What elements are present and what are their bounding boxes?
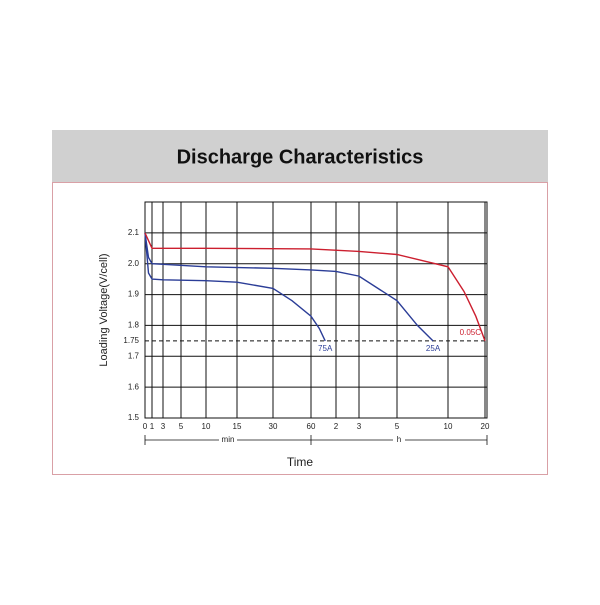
chart-frame xyxy=(52,182,548,475)
y-tick-label: 1.8 xyxy=(128,321,140,330)
x-tick-label: 10 xyxy=(444,422,453,431)
series-label: 75A xyxy=(318,344,333,353)
y-axis-label: Loading Voltage(V/cell) xyxy=(98,253,110,366)
unit-label: h xyxy=(397,435,401,444)
x-tick-label: 30 xyxy=(269,422,278,431)
unit-label: min xyxy=(222,435,235,444)
series-label: 0.05C xyxy=(460,328,482,337)
unit-bg xyxy=(219,435,237,445)
y-tick-label: 2.1 xyxy=(128,228,140,237)
y-tick-label: 2.0 xyxy=(128,259,140,268)
y-tick-label: 1.6 xyxy=(128,382,140,391)
series-label: 25A xyxy=(426,344,441,353)
x-tick-label: 10 xyxy=(202,422,211,431)
unit-bg xyxy=(393,435,405,445)
x-tick-label: 5 xyxy=(395,422,400,431)
y-tick-label: 1.75 xyxy=(123,336,139,345)
series-line xyxy=(144,232,486,342)
x-tick-label: 2 xyxy=(334,422,339,431)
series-line xyxy=(144,232,326,342)
y-tick-label: 1.7 xyxy=(128,351,140,360)
x-tick-label: 1 xyxy=(150,422,155,431)
x-tick-label: 60 xyxy=(307,422,316,431)
x-tick-label: 15 xyxy=(233,422,242,431)
x-tick-label: 0 xyxy=(143,422,148,431)
x-axis-label: Time xyxy=(287,455,314,469)
y-tick-label: 1.9 xyxy=(128,290,140,299)
header-bar xyxy=(52,130,548,182)
x-tick-label: 20 xyxy=(481,422,490,431)
y-tick-label: 1.5 xyxy=(128,413,140,422)
x-tick-label: 5 xyxy=(179,422,184,431)
x-tick-label: 3 xyxy=(357,422,362,431)
x-tick-label: 3 xyxy=(161,422,166,431)
chart-title: Discharge Characteristics xyxy=(177,146,424,168)
series-line xyxy=(144,232,434,342)
